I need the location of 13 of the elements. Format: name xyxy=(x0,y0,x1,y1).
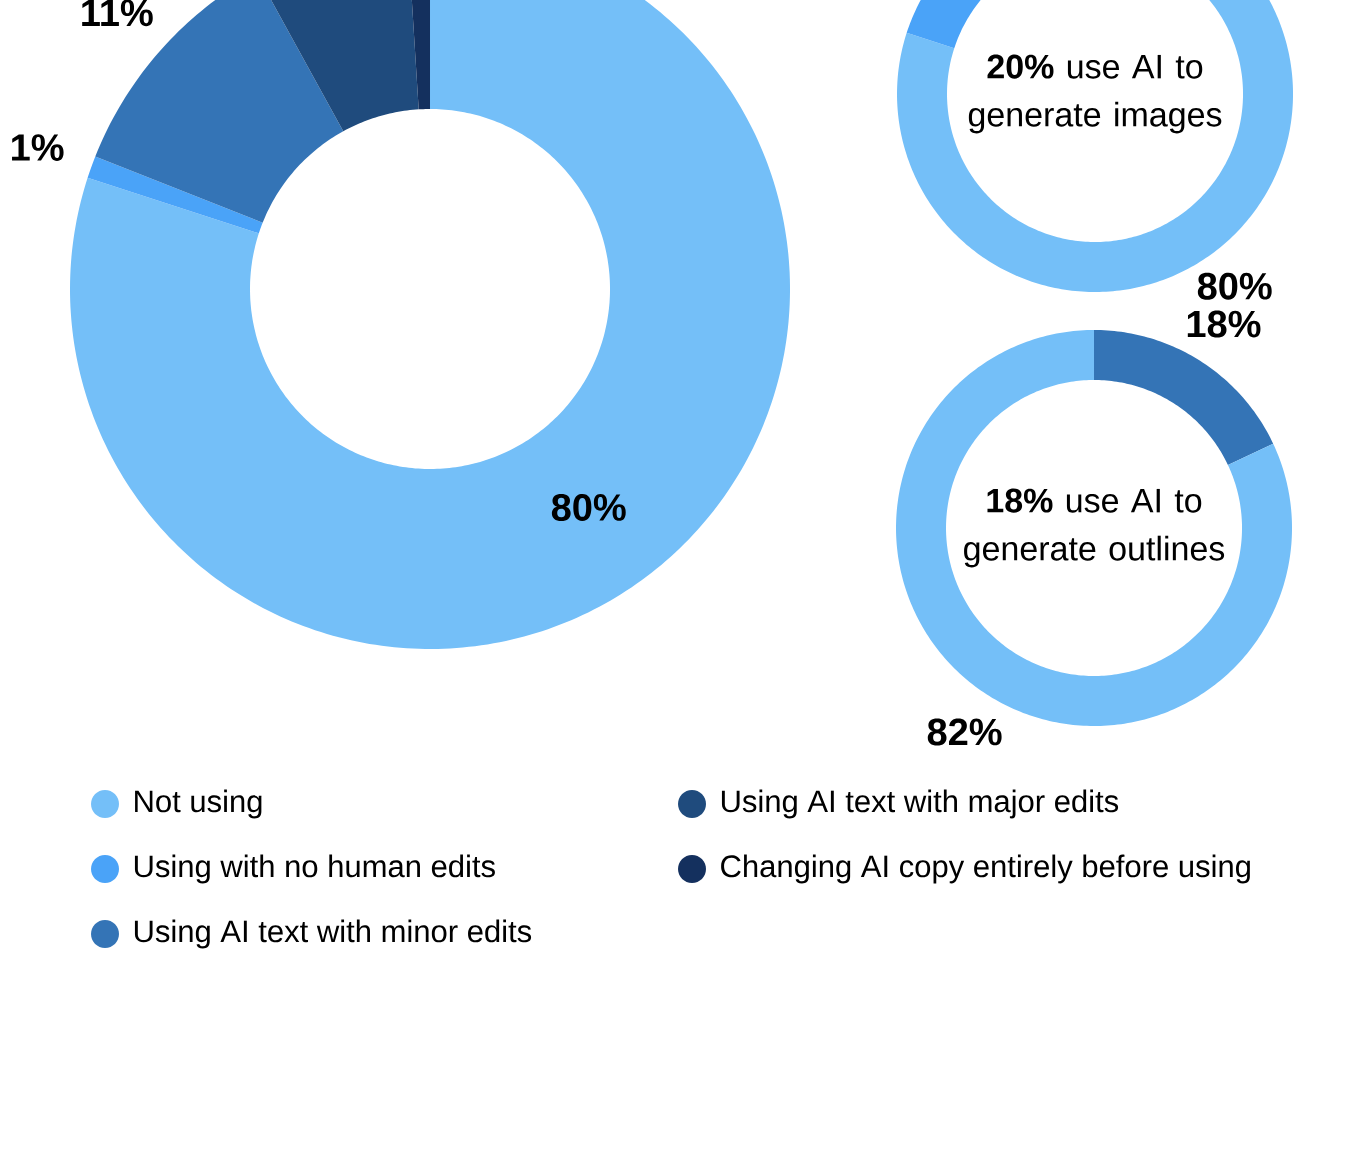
data-label: 1% xyxy=(12,134,64,161)
data-label: 82% xyxy=(927,718,1002,746)
data-label: 80% xyxy=(551,493,626,521)
legend-label: Using AI text with minor edits xyxy=(134,919,532,949)
data-label: 18% xyxy=(1187,310,1261,338)
legend-label: Changing AI copy entirely before using xyxy=(721,854,1250,884)
text: 20% use AI to generate images xyxy=(968,54,1222,134)
data-label: 11% xyxy=(82,0,153,27)
legend-label: Using AI text with major edits xyxy=(721,789,1119,819)
legend-label: Using with no human edits xyxy=(134,854,495,884)
legend-label: Not using xyxy=(135,789,262,819)
data-label: 80% xyxy=(1197,272,1272,300)
text: 18% use AI to generate outlines xyxy=(964,488,1225,568)
